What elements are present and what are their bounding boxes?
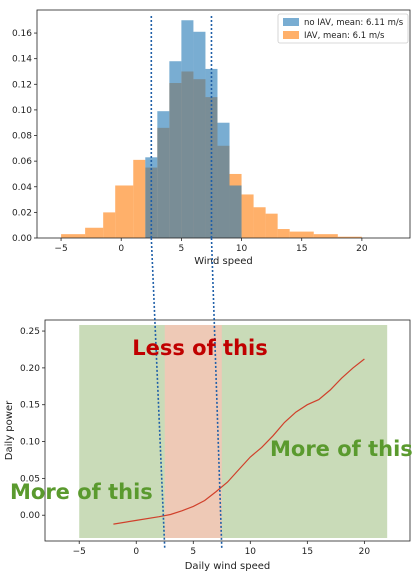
power-y-tick-label: 0.15 bbox=[20, 401, 40, 411]
histogram-legend: no IAV, mean: 6.11 m/s IAV, mean: 6.1 m/… bbox=[277, 13, 409, 44]
annotation-more-of-this-left: More of this bbox=[10, 480, 153, 504]
histogram-plot-frame bbox=[36, 9, 411, 239]
legend-label-iav: IAV, mean: 6.1 m/s bbox=[304, 31, 385, 41]
iav-bar-0 bbox=[61, 234, 86, 238]
hist-x-tick-label: 5 bbox=[179, 244, 185, 254]
iav-bar-1 bbox=[85, 227, 104, 238]
legend-label-no-iav: no IAV, mean: 6.11 m/s bbox=[304, 18, 404, 28]
power-x-tick-label: 10 bbox=[245, 547, 257, 557]
hist-y-tick-label: 0.08 bbox=[12, 132, 32, 142]
power-x-tick-label: −5 bbox=[73, 547, 86, 557]
iav-bar-16 bbox=[277, 229, 290, 238]
hist-y-tick-label: 0.00 bbox=[12, 234, 32, 244]
power-x-tick-label: 0 bbox=[133, 547, 139, 557]
iav-bar-15 bbox=[265, 213, 278, 238]
no-iav-bar-4 bbox=[193, 31, 206, 238]
power-y-tick-label: 0.00 bbox=[20, 511, 40, 521]
iav-bar-17 bbox=[289, 231, 314, 238]
hist-x-tick-label: 0 bbox=[118, 244, 124, 254]
iav-bar-14 bbox=[253, 207, 266, 238]
power-curve-line bbox=[113, 358, 365, 525]
no-iav-bar-6 bbox=[217, 122, 230, 238]
power-y-tick-label: 0.20 bbox=[20, 364, 40, 374]
shaded-region-0 bbox=[79, 325, 388, 538]
shaded-region-1 bbox=[164, 325, 222, 538]
power-plot-frame bbox=[44, 319, 411, 542]
iav-bar-2 bbox=[103, 212, 116, 238]
power-y-axis-label: Daily power bbox=[4, 400, 15, 460]
power-curve-chart: −5 0 5 10 15 20 0.00 0.05 0.10 0.15 0.20 0.25 Dail… bbox=[4, 319, 411, 572]
iav-bar-4 bbox=[133, 159, 146, 238]
hist-y-tick-label: 0.04 bbox=[12, 183, 32, 193]
hist-y-tick-label: 0.16 bbox=[12, 29, 32, 39]
iav-bar-18 bbox=[313, 234, 338, 238]
power-x-tick-label: 20 bbox=[359, 547, 371, 557]
hist-x-tick-label: −5 bbox=[54, 244, 67, 254]
power-x-axis-label: Daily wind speed bbox=[185, 561, 271, 572]
power-y-tick-label: 0.10 bbox=[20, 438, 40, 448]
power-y-tick-label: 0.25 bbox=[20, 327, 40, 337]
hist-y-tick-label: 0.02 bbox=[12, 208, 32, 218]
power-x-tick-label: 5 bbox=[190, 547, 196, 557]
hist-y-tick-label: 0.10 bbox=[12, 106, 32, 116]
power-x-tick-label: 15 bbox=[302, 547, 313, 557]
hist-y-tick-label: 0.06 bbox=[12, 157, 32, 167]
iav-bar-3 bbox=[115, 185, 134, 238]
hist-x-tick-label: 20 bbox=[356, 244, 368, 254]
iav-bar-13 bbox=[241, 194, 254, 238]
annotation-more-of-this-right: More of this bbox=[270, 437, 413, 461]
iav-bar-19 bbox=[337, 236, 362, 238]
hist-x-tick-label: 10 bbox=[236, 244, 248, 254]
histogram-chart: −5 0 5 10 15 20 0.00 0.02 0.04 0.06 0.08 0.10 0.12 0… bbox=[12, 9, 411, 267]
no-iav-bar-3 bbox=[181, 20, 194, 238]
no-iav-bar-7 bbox=[229, 185, 242, 238]
hist-y-tick-label: 0.14 bbox=[12, 55, 32, 65]
no-iav-bar-1 bbox=[157, 111, 170, 238]
no-iav-bars bbox=[145, 20, 242, 238]
power-y-tick-label: 0.05 bbox=[20, 474, 40, 484]
histogram-x-axis-label: Wind speed bbox=[194, 256, 253, 267]
hist-x-tick-label: 15 bbox=[296, 244, 307, 254]
no-iav-bar-2 bbox=[169, 61, 182, 238]
hist-y-tick-label: 0.12 bbox=[12, 80, 32, 90]
legend-swatch-iav bbox=[283, 31, 299, 39]
shaded-regions bbox=[79, 325, 388, 538]
range-dividers bbox=[150, 16, 223, 550]
annotation-less-of-this: Less of this bbox=[132, 336, 268, 360]
legend-swatch-no-iav bbox=[283, 18, 299, 26]
